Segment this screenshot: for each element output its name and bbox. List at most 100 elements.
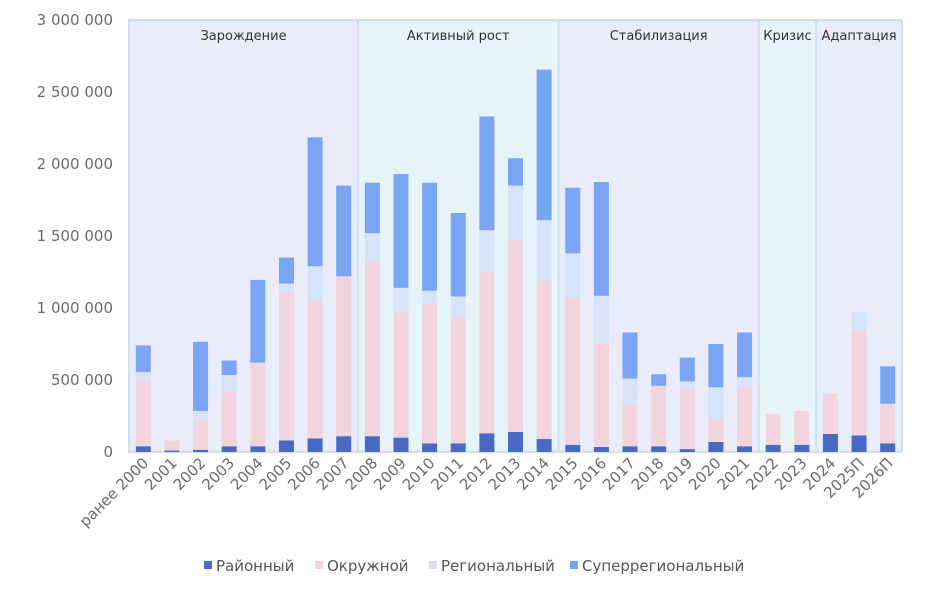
bar-segment[interactable] (565, 187, 581, 254)
bar-segment[interactable] (822, 434, 838, 452)
bar-segment[interactable] (336, 276, 352, 437)
bar-segment[interactable] (536, 69, 552, 221)
bar-segment[interactable] (193, 341, 209, 411)
bar-segment[interactable] (593, 295, 609, 344)
bar-segment[interactable] (851, 435, 867, 452)
bar-segment[interactable] (536, 220, 552, 281)
bar-segment[interactable] (336, 436, 352, 452)
bar-segment[interactable] (422, 443, 438, 452)
bar-segment[interactable] (250, 362, 266, 447)
bar-segment[interactable] (221, 374, 237, 393)
bar-segment[interactable] (880, 443, 896, 452)
bar-segment[interactable] (250, 446, 266, 452)
bar-segment[interactable] (479, 230, 495, 272)
bar-segment[interactable] (508, 185, 523, 241)
bar-segment[interactable] (278, 257, 294, 284)
bar-segment[interactable] (278, 283, 294, 293)
bar-segment[interactable] (393, 437, 409, 452)
bar-segment[interactable] (794, 444, 810, 452)
bar-segment[interactable] (450, 443, 466, 452)
bar-segment[interactable] (651, 385, 667, 447)
bar-segment[interactable] (737, 446, 753, 452)
bar-segment[interactable] (737, 387, 753, 447)
bar-segment[interactable] (851, 312, 867, 332)
bar-segment[interactable] (622, 446, 638, 452)
bar-segment[interactable] (536, 280, 552, 440)
bar-segment[interactable] (565, 253, 581, 298)
bar-segment[interactable] (135, 345, 151, 373)
bar-segment[interactable] (221, 392, 237, 447)
legend-item[interactable]: Региональный (429, 557, 555, 575)
bar-segment[interactable] (135, 372, 151, 380)
bar-segment[interactable] (364, 261, 380, 437)
bar-segment[interactable] (193, 420, 209, 450)
bar-segment[interactable] (593, 343, 609, 447)
bar-segment[interactable] (622, 404, 638, 447)
bar-segment[interactable] (565, 297, 581, 445)
y-tick-label: 500 000 (51, 371, 113, 389)
bar-segment[interactable] (508, 431, 523, 452)
bar-segment[interactable] (364, 182, 380, 234)
bar-segment[interactable] (278, 440, 294, 452)
bar-segment[interactable] (737, 332, 753, 378)
bar-segment[interactable] (364, 436, 380, 452)
bar-segment[interactable] (278, 292, 294, 441)
bar-segment[interactable] (422, 303, 438, 444)
bar-segment[interactable] (393, 287, 409, 313)
legend-item[interactable]: Районный (204, 557, 294, 575)
bar-segment[interactable] (479, 272, 495, 434)
legend-item[interactable]: Окружной (315, 557, 409, 575)
bar-segment[interactable] (307, 301, 323, 439)
bar-segment[interactable] (221, 360, 237, 375)
bar-segment[interactable] (679, 449, 695, 452)
bar-segment[interactable] (708, 344, 724, 388)
bar-segment[interactable] (479, 116, 495, 231)
bar-segment[interactable] (651, 374, 667, 386)
bar-segment[interactable] (622, 332, 638, 379)
bar-segment[interactable] (307, 438, 323, 452)
bar-segment[interactable] (450, 296, 466, 319)
bar-segment[interactable] (193, 449, 209, 452)
bar-segment[interactable] (164, 450, 180, 452)
bar-segment[interactable] (422, 290, 438, 304)
bar-segment[interactable] (135, 446, 151, 452)
bar-segment[interactable] (880, 403, 896, 444)
bar-segment[interactable] (593, 446, 609, 452)
bar-segment[interactable] (364, 233, 380, 262)
bar-segment[interactable] (479, 433, 495, 452)
bar-segment[interactable] (307, 266, 323, 302)
bar-segment[interactable] (450, 212, 466, 297)
bar-segment[interactable] (508, 240, 523, 432)
bar-segment[interactable] (651, 446, 667, 452)
bar-segment[interactable] (193, 410, 209, 421)
bar-segment[interactable] (622, 378, 638, 405)
bar-segment[interactable] (450, 318, 466, 444)
bar-segment[interactable] (164, 440, 180, 451)
legend-item[interactable]: Суперрегиональный (570, 557, 744, 575)
bar-segment[interactable] (135, 379, 151, 447)
bar-segment[interactable] (708, 418, 724, 442)
bar-segment[interactable] (593, 182, 609, 296)
bar-segment[interactable] (737, 377, 753, 388)
bar-segment[interactable] (851, 331, 867, 436)
bar-segment[interactable] (508, 158, 523, 186)
bar-segment[interactable] (307, 137, 323, 267)
bar-segment[interactable] (765, 444, 781, 452)
bar-segment[interactable] (336, 185, 352, 277)
bar-segment[interactable] (794, 410, 810, 445)
bar-segment[interactable] (536, 439, 552, 452)
bar-segment[interactable] (565, 444, 581, 452)
bar-segment[interactable] (708, 441, 724, 452)
bar-segment[interactable] (822, 393, 838, 434)
bar-segment[interactable] (765, 413, 781, 445)
bar-segment[interactable] (221, 446, 237, 452)
bar-segment[interactable] (393, 312, 409, 438)
bar-segment[interactable] (880, 366, 896, 404)
bar-segment[interactable] (708, 387, 724, 419)
bar-segment[interactable] (679, 357, 695, 382)
bar-segment[interactable] (679, 381, 695, 389)
bar-segment[interactable] (679, 388, 695, 450)
bar-segment[interactable] (250, 279, 266, 363)
bar-segment[interactable] (422, 182, 438, 291)
bar-segment[interactable] (393, 174, 409, 288)
